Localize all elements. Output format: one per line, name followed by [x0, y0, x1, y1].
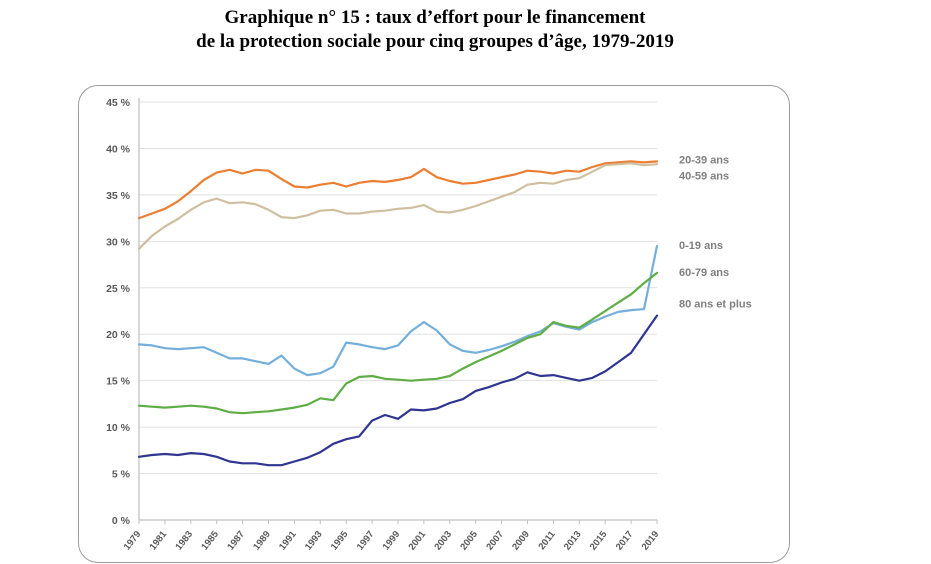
x-axis-tick-label: 1993 [303, 529, 325, 552]
series-line-80-ans-et-plus [137, 314, 659, 467]
x-axis-tick-label: 1997 [355, 529, 377, 552]
x-axis-tick-label: 1979 [122, 529, 144, 552]
x-axis-tick-label: 2005 [458, 529, 480, 553]
chart-title-line1: Graphique n° 15 : taux d’effort pour le … [224, 7, 646, 28]
y-axis-tick-label: 20 % [106, 329, 131, 341]
x-axis-tick-label: 1989 [251, 529, 273, 552]
x-axis-tick-label: 1987 [225, 529, 247, 552]
y-axis-tick-label: 0 % [112, 515, 131, 527]
legend-label-20-39-ans: 20-39 ans [679, 155, 729, 167]
y-axis-tick-label: 45 % [106, 97, 131, 109]
x-axis-tick-label: 1983 [173, 529, 195, 552]
chart-panel: 0 % 5 % 10 % 15 % 20 % 25 % 30 % 35 % 40 % 45 % 19… [78, 85, 790, 563]
chart-title-line2: de la protection sociale pour cinq group… [196, 31, 674, 52]
y-axis-tick-label: 40 % [106, 143, 131, 155]
x-axis-tick-label: 2017 [614, 529, 636, 552]
y-axis-tick-label: 30 % [106, 236, 131, 248]
series-line-20-39-ans [137, 160, 659, 220]
chart-title: Graphique n° 15 : taux d’effort pour le … [0, 6, 870, 54]
x-axis-tick-label: 2011 [536, 529, 558, 553]
x-axis-tick-label: 1985 [199, 529, 221, 553]
x-axis-tick-label: 1991 [277, 529, 299, 553]
x-axis-tick-label: 2001 [407, 529, 429, 553]
x-axis-tick-label: 1999 [381, 529, 403, 552]
x-axis-tick-label: 2009 [510, 529, 532, 552]
series-line-0-19-ans [137, 244, 659, 377]
x-axis-tick-label: 2019 [640, 529, 662, 552]
legend-label-0-19-ans: 0-19 ans [679, 240, 723, 252]
line-chart: 0 % 5 % 10 % 15 % 20 % 25 % 30 % 35 % 40 % 45 % 19… [106, 97, 752, 553]
x-axis-tick-label: 2015 [588, 529, 610, 553]
x-axis-tick-label: 1995 [329, 529, 351, 553]
legend-label-40-59-ans: 40-59 ans [679, 170, 729, 182]
series-line-60-79-ans [137, 271, 659, 415]
y-axis-tick-label: 10 % [106, 422, 131, 434]
x-axis-tick-label: 2003 [432, 529, 454, 552]
y-axis-tick-label: 35 % [106, 190, 131, 202]
y-axis-tick-label: 25 % [106, 283, 131, 295]
legend-label-60-79-ans: 60-79 ans [679, 267, 729, 279]
y-axis-tick-label: 5 % [112, 469, 131, 481]
series-line-40-59-ans [137, 162, 659, 250]
x-axis-tick-label: 2007 [484, 529, 506, 552]
legend-label-80-ans-et-plus: 80 ans et plus [679, 299, 752, 311]
x-axis-tick-label: 1981 [148, 529, 170, 553]
y-axis-tick-label: 15 % [106, 376, 131, 388]
x-axis-tick-label: 2013 [562, 529, 584, 552]
